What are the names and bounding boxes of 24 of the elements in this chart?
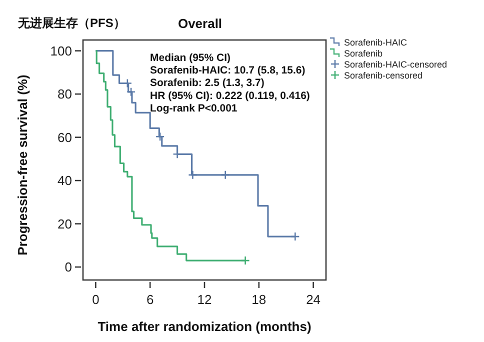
y-tick-label: 80 bbox=[58, 86, 72, 102]
x-axis-title: Time after randomization (months) bbox=[98, 319, 312, 334]
y-tick-label: 20 bbox=[58, 216, 72, 232]
annotation: Log-rank P<0.001 bbox=[150, 102, 238, 114]
chart-subtitle: 无进展生存（PFS） bbox=[17, 16, 126, 30]
y-tick-label: 40 bbox=[58, 173, 72, 188]
annotation: Median (95% CI) bbox=[150, 52, 231, 64]
annotation: Sorafenib-HAIC: 10.7 (5.8, 15.6) bbox=[150, 64, 306, 77]
x-tick-label: 18 bbox=[252, 292, 266, 307]
legend-label: Sorafenib-HAIC bbox=[344, 38, 408, 48]
x-tick-label: 6 bbox=[146, 292, 154, 307]
y-tick-label: 100 bbox=[50, 43, 72, 58]
annotation: Sorafenib: 2.5 (1.3, 3.7) bbox=[150, 77, 264, 90]
legend-label: Sorafenib-censored bbox=[344, 70, 423, 80]
legend-label: Sorafenib bbox=[344, 48, 383, 58]
x-tick-label: 24 bbox=[306, 292, 321, 307]
x-tick-label: 0 bbox=[92, 292, 100, 307]
x-tick-label: 12 bbox=[197, 292, 212, 307]
y-tick-label: 60 bbox=[58, 130, 72, 145]
y-tick-label: 0 bbox=[64, 260, 72, 275]
legend-label: Sorafenib-HAIC-censored bbox=[344, 60, 448, 70]
y-axis-title: Progression-free survival (%) bbox=[15, 74, 30, 256]
chart-title: Overall bbox=[178, 16, 222, 31]
annotation: HR (95% CI): 0.222 (0.119, 0.416) bbox=[150, 90, 310, 102]
